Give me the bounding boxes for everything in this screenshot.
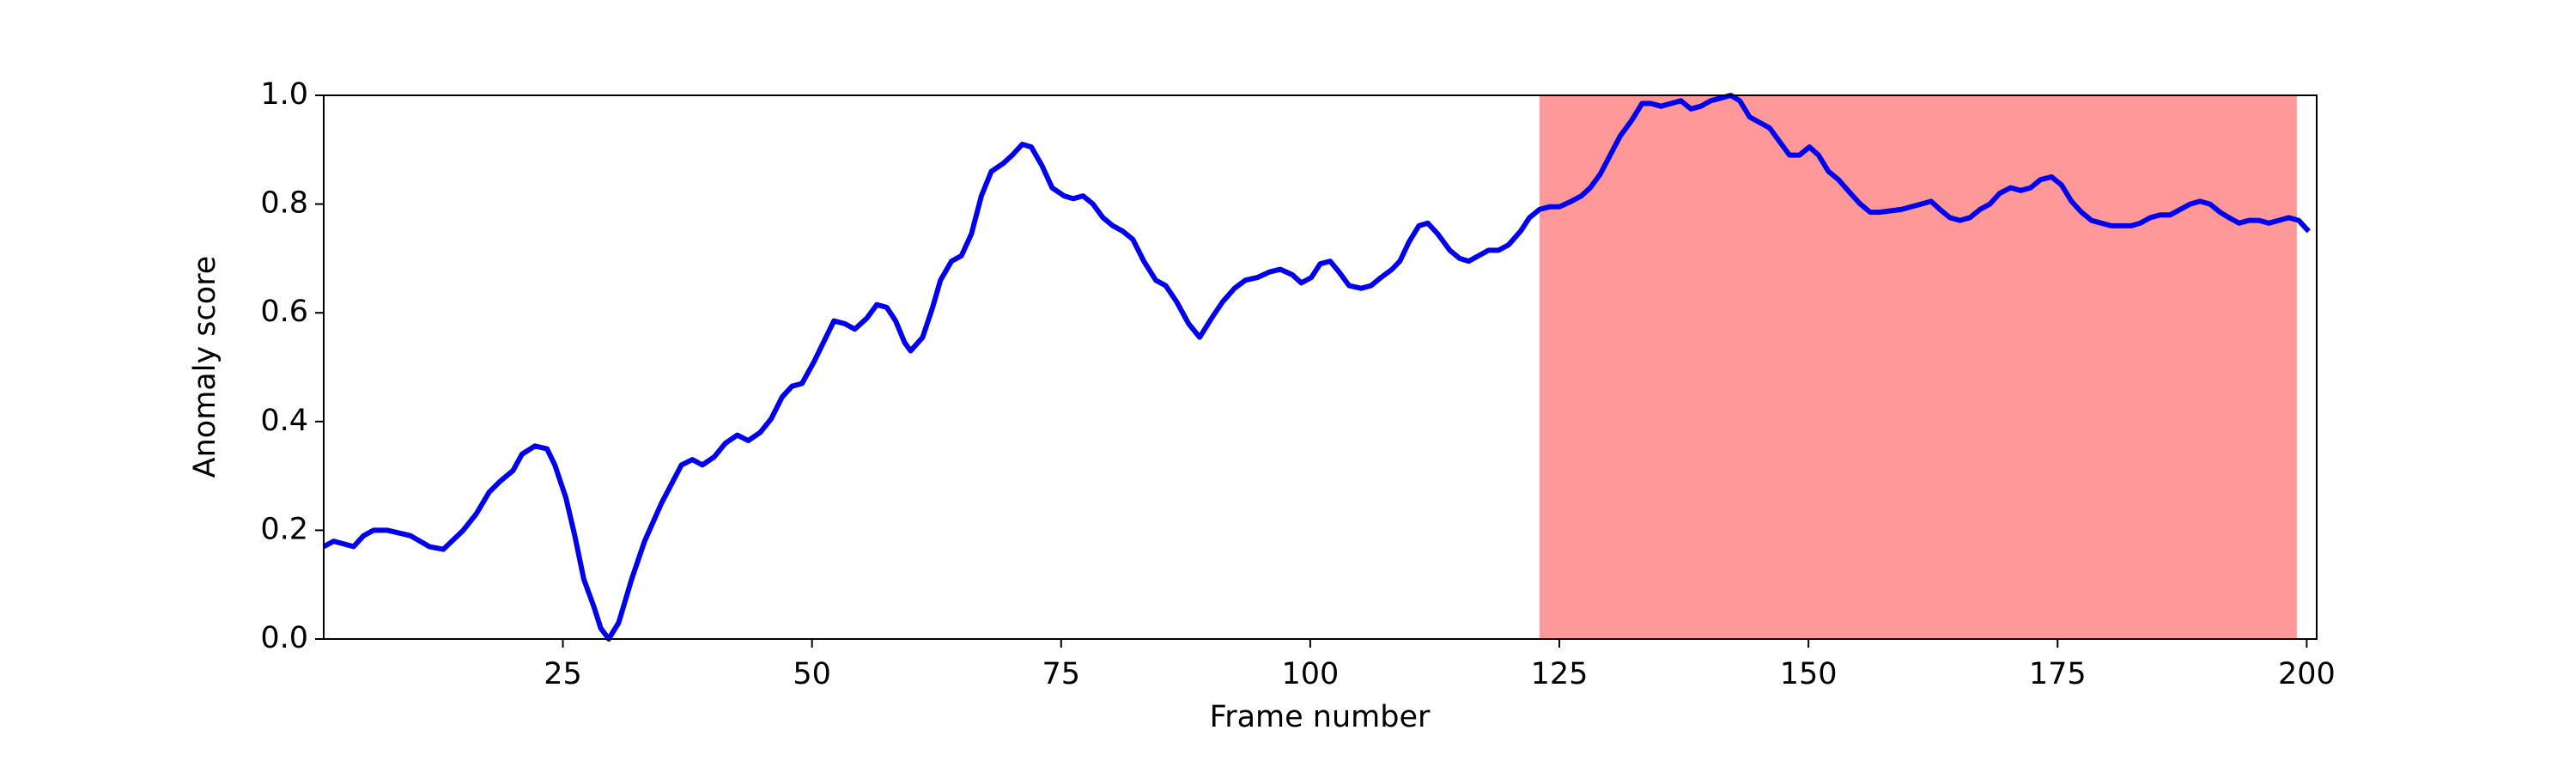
x-tick-label: 100 [1281, 657, 1339, 691]
y-tick-label: 0.4 [260, 404, 308, 438]
y-axis-label: Anomaly score [188, 256, 222, 478]
x-tick-label: 75 [1042, 657, 1080, 691]
series-line [322, 93, 2311, 642]
y-tick-label: 0.6 [260, 295, 308, 329]
x-tick-label: 50 [793, 657, 831, 691]
y-tick-label: 0.2 [260, 512, 308, 546]
y-tick-label: 0.8 [260, 186, 308, 221]
y-tick-label: 1.0 [260, 77, 308, 112]
x-tick-label: 175 [2029, 657, 2087, 691]
highlight-span [1539, 95, 2297, 639]
plot-frame [323, 94, 2318, 640]
x-tick-label: 200 [2278, 657, 2336, 691]
x-tick-label: 150 [1780, 657, 1838, 691]
x-axis-label: Frame number [1210, 700, 1431, 734]
x-tick-label: 25 [544, 657, 582, 691]
x-tick-label: 125 [1531, 657, 1589, 691]
y-tick-label: 0.0 [260, 621, 308, 655]
